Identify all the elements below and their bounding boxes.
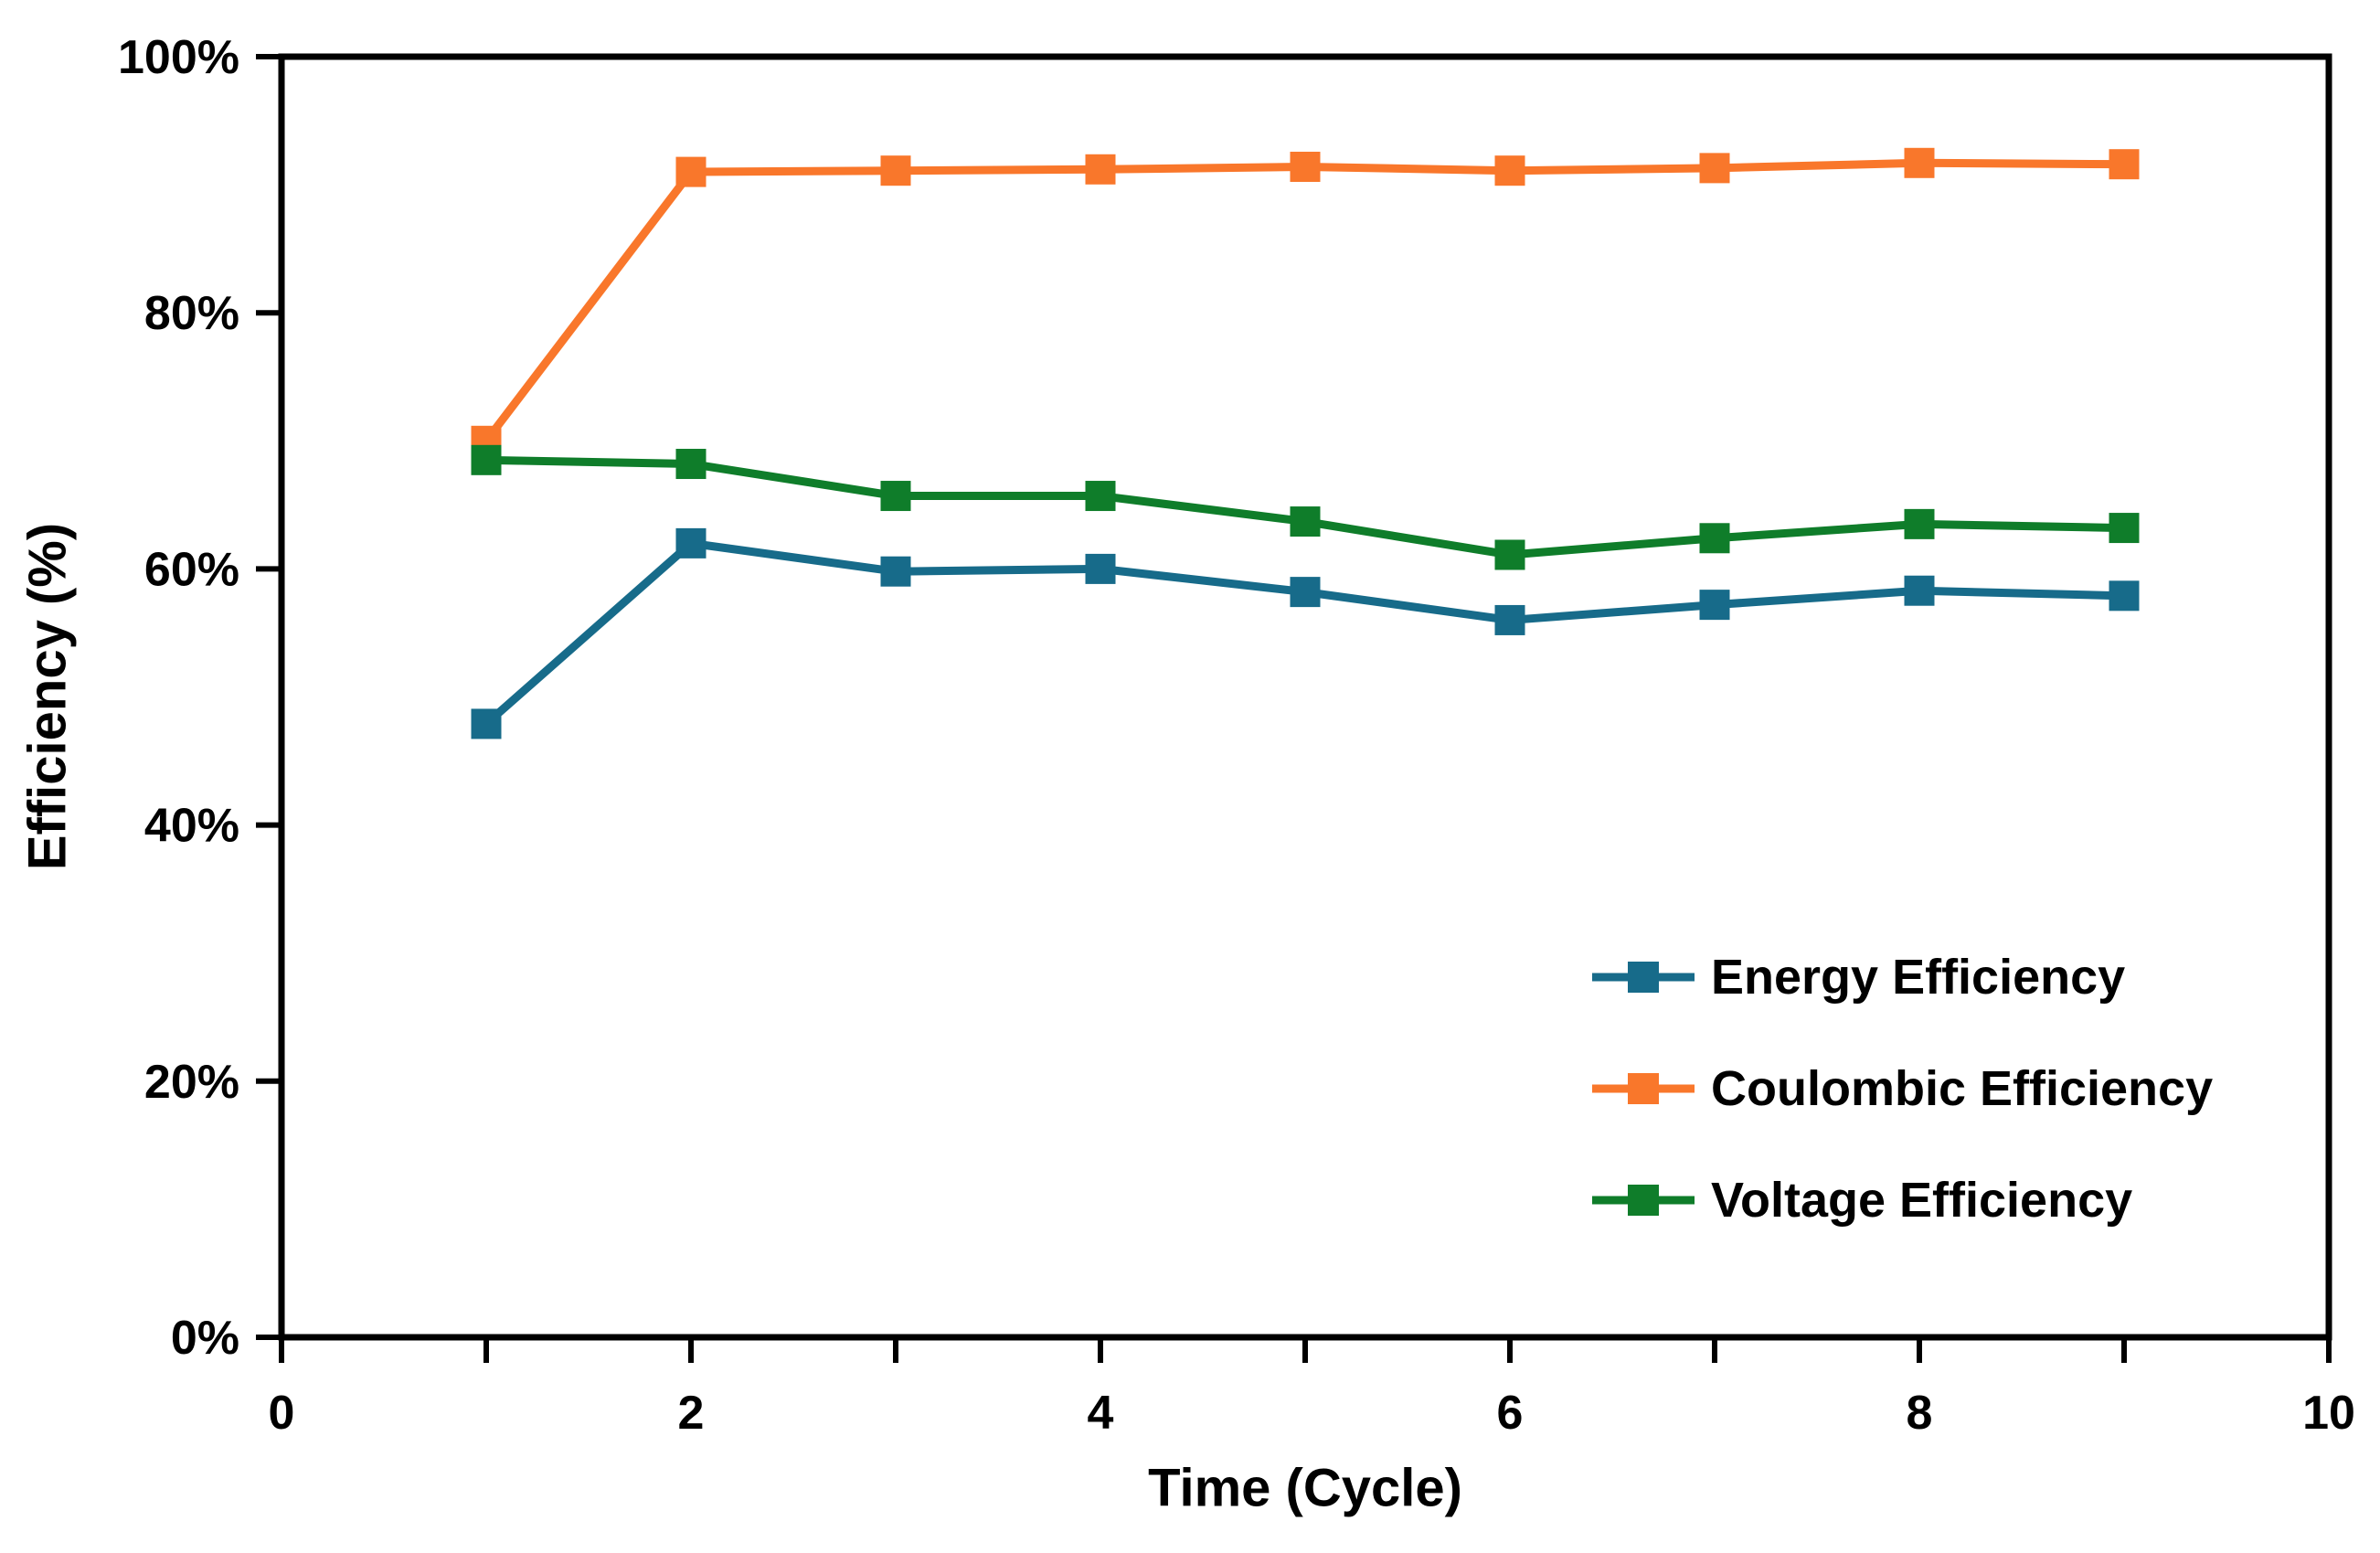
legend-item-coulombic-efficiency: Coulombic Efficiency [1592, 1033, 2213, 1144]
voltage-efficiency-marker-icon [1592, 1184, 1695, 1217]
data-point-marker [471, 708, 502, 739]
y-tick-label: 100% [118, 31, 239, 84]
legend-label: Voltage Efficiency [1711, 1173, 2133, 1228]
y-axis-title: Efficiency (%) [17, 522, 78, 871]
series-voltage-efficiency [471, 444, 2140, 570]
data-point-marker [1085, 481, 1116, 512]
series-coulombic-efficiency [471, 147, 2140, 456]
data-point-marker [471, 444, 502, 475]
x-tick-label: 10 [2302, 1387, 2355, 1440]
data-point-marker [1904, 147, 1935, 178]
coulombic-efficiency-marker-icon [1592, 1072, 1695, 1105]
data-point-marker [1085, 154, 1116, 185]
x-tick-label: 6 [1497, 1387, 1524, 1440]
data-point-marker [880, 556, 911, 587]
data-point-marker [880, 155, 911, 186]
data-point-marker [1699, 523, 1730, 554]
x-tick-label: 8 [1907, 1387, 1933, 1440]
data-point-marker [2109, 149, 2140, 180]
legend-item-energy-efficiency: Energy Efficiency [1592, 921, 2213, 1033]
data-point-marker [1290, 151, 1321, 182]
data-point-marker [1494, 604, 1525, 635]
chart-legend: Energy Efficiency Coulombic Efficiency V… [1592, 921, 2213, 1256]
y-tick-label: 40% [144, 800, 239, 853]
x-tick-label: 4 [1088, 1387, 1114, 1440]
y-tick-label: 0% [171, 1312, 239, 1365]
legend-item-voltage-efficiency: Voltage Efficiency [1592, 1144, 2213, 1256]
legend-label: Energy Efficiency [1711, 950, 2126, 1005]
data-point-marker [1085, 553, 1116, 584]
energy-efficiency-marker-icon [1592, 961, 1695, 994]
data-point-marker [675, 156, 707, 187]
x-tick-label: 0 [269, 1387, 295, 1440]
data-point-marker [675, 527, 707, 558]
y-tick-label: 80% [144, 287, 239, 340]
x-axis-title: Time (Cycle) [1148, 1458, 1462, 1518]
data-point-marker [1290, 577, 1321, 608]
data-point-marker [675, 449, 707, 480]
data-point-marker [1290, 506, 1321, 537]
data-point-marker [2109, 513, 2140, 544]
data-point-marker [880, 481, 911, 512]
data-point-marker [1494, 539, 1525, 570]
data-point-marker [1904, 508, 1935, 539]
legend-label: Coulombic Efficiency [1711, 1061, 2214, 1116]
y-axis-ticks: 0% 20% 40% 60% 80% 100% [118, 31, 282, 1365]
data-point-marker [1699, 590, 1730, 621]
x-tick-label: 2 [678, 1387, 705, 1440]
data-point-marker [1494, 155, 1525, 186]
y-tick-label: 20% [144, 1056, 239, 1109]
series-energy-efficiency [471, 527, 2140, 739]
x-axis-ticks: 0 2 4 6 8 10 [269, 1337, 2355, 1440]
data-point-marker [1904, 575, 1935, 606]
data-point-marker [2109, 580, 2140, 612]
y-tick-label: 60% [144, 543, 239, 596]
data-point-marker [1699, 153, 1730, 184]
